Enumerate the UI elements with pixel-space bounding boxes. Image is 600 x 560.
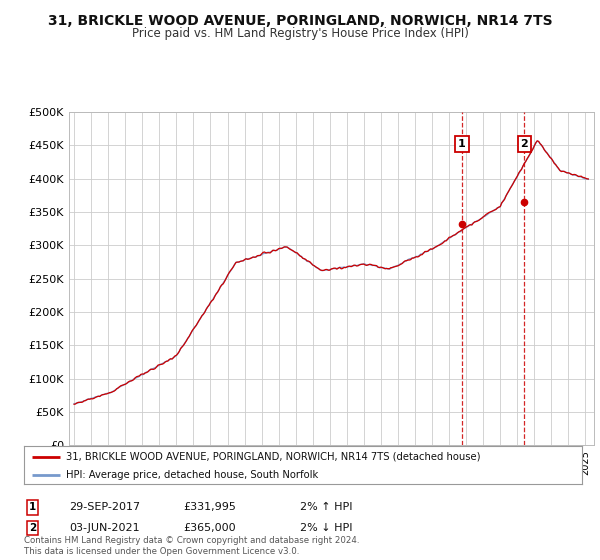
Text: Contains HM Land Registry data © Crown copyright and database right 2024.
This d: Contains HM Land Registry data © Crown c… (24, 536, 359, 556)
Text: 03-JUN-2021: 03-JUN-2021 (69, 523, 140, 533)
Text: 1: 1 (458, 139, 466, 149)
Text: 31, BRICKLE WOOD AVENUE, PORINGLAND, NORWICH, NR14 7TS: 31, BRICKLE WOOD AVENUE, PORINGLAND, NOR… (47, 14, 553, 28)
Text: 2% ↑ HPI: 2% ↑ HPI (300, 502, 353, 512)
Text: 2: 2 (29, 523, 36, 533)
Text: HPI: Average price, detached house, South Norfolk: HPI: Average price, detached house, Sout… (66, 470, 318, 480)
Text: £365,000: £365,000 (183, 523, 236, 533)
Text: 29-SEP-2017: 29-SEP-2017 (69, 502, 140, 512)
Text: 2% ↓ HPI: 2% ↓ HPI (300, 523, 353, 533)
Text: 1: 1 (29, 502, 36, 512)
Text: 2: 2 (521, 139, 529, 149)
Text: 31, BRICKLE WOOD AVENUE, PORINGLAND, NORWICH, NR14 7TS (detached house): 31, BRICKLE WOOD AVENUE, PORINGLAND, NOR… (66, 452, 481, 462)
Text: Price paid vs. HM Land Registry's House Price Index (HPI): Price paid vs. HM Land Registry's House … (131, 27, 469, 40)
Text: £331,995: £331,995 (183, 502, 236, 512)
